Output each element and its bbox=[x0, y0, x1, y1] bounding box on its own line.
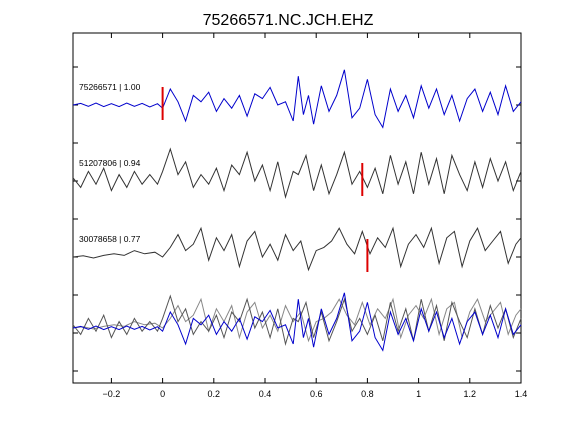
traces bbox=[72, 69, 522, 272]
x-tick-label: 0.6 bbox=[310, 389, 323, 399]
overlay-traces bbox=[72, 292, 522, 352]
trace-line-2 bbox=[72, 147, 522, 199]
trace-label-3: 30078658 | 0.77 bbox=[79, 234, 141, 244]
trace-line-3 bbox=[72, 226, 522, 272]
tick-labels: −0.2 0 0.2 0.4 0.6 0.8 1 1.2 1.4 75266571 | 1.00 5… bbox=[79, 82, 527, 399]
plot-frame bbox=[72, 32, 522, 384]
trace-label-2: 51207806 | 0.94 bbox=[79, 158, 141, 168]
overlay-line-1 bbox=[72, 297, 522, 343]
chart-title: 75266571.NC.JCH.EHZ bbox=[203, 12, 374, 29]
x-tick-label: 0.2 bbox=[208, 389, 221, 399]
trace-line-1 bbox=[72, 69, 522, 129]
x-tick-label: 1.2 bbox=[464, 389, 477, 399]
trace-label-1: 75266571 | 1.00 bbox=[79, 82, 141, 92]
x-tick-label: 0.4 bbox=[259, 389, 272, 399]
overlay-line-3 bbox=[72, 292, 522, 352]
x-tick-label: 0 bbox=[160, 389, 165, 399]
x-tick-label: 1 bbox=[416, 389, 421, 399]
x-tick-label: 1.4 bbox=[515, 389, 528, 399]
x-tick-label: 0.8 bbox=[361, 389, 374, 399]
x-tick-label: −0.2 bbox=[103, 389, 121, 399]
